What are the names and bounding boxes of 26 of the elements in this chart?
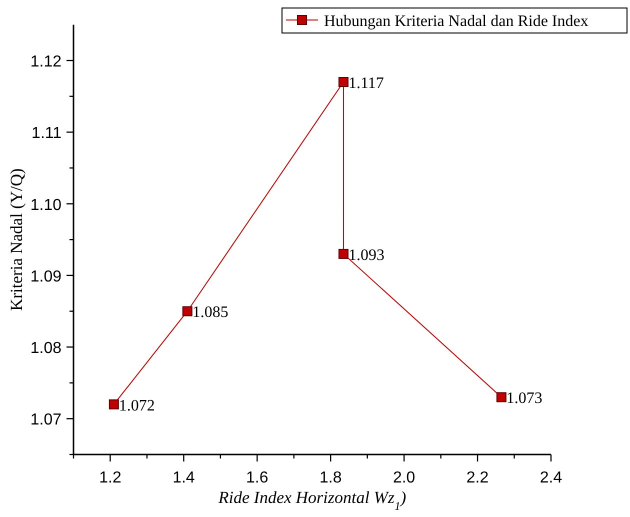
y-tick-label: 1.09 xyxy=(30,268,62,286)
point xyxy=(108,399,119,410)
data-label: 1.073 xyxy=(506,390,542,408)
data-label: 1.085 xyxy=(192,304,228,322)
data-label: 1.093 xyxy=(348,246,384,264)
x-tick-label: 1.2 xyxy=(99,470,122,486)
x-tick-label: 1.8 xyxy=(319,470,342,486)
y-axis-title: Kriteria Nadal (Y/Q) xyxy=(7,168,26,311)
point xyxy=(496,392,506,402)
x-tick-label: 1.6 xyxy=(246,470,268,486)
text: 2.0 xyxy=(392,470,416,486)
data-label: 1.117 xyxy=(348,75,384,92)
x-tick-label: 2.2 xyxy=(466,470,489,486)
x-tick-label: 1.4 xyxy=(172,470,195,486)
point xyxy=(182,306,192,316)
y-tick-label: 1.11 xyxy=(32,125,62,142)
legend-label: Hubungan Kriteria Nadal dan Ride Index xyxy=(324,13,588,30)
y-tick-label: 1.07 xyxy=(30,412,62,429)
y-tick-label: 1.10 xyxy=(30,196,62,214)
y-tick-label: 1.12 xyxy=(30,54,62,71)
y-tick-label: 1.08 xyxy=(30,340,62,358)
point xyxy=(338,248,348,259)
x-tick-label: 2.4 xyxy=(540,470,562,486)
x-axis-title: Ride Index Horizontal Wz$_{1}$) xyxy=(217,488,406,513)
point xyxy=(338,77,348,88)
data-label: 1.072 xyxy=(118,397,155,414)
